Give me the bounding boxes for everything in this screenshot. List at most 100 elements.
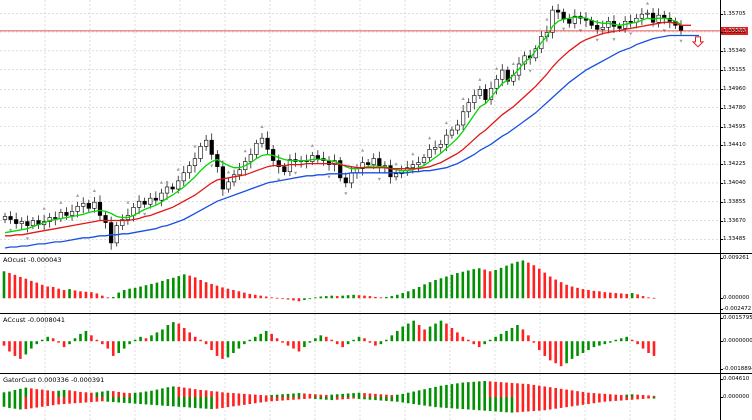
gator-bar-up [330, 394, 334, 397]
fractal-arrow-icon [260, 125, 264, 129]
y-tick-mark [720, 298, 723, 300]
gator-bar-down [84, 397, 88, 403]
bar-up [264, 330, 268, 342]
candle-bull [176, 180, 181, 190]
bar-down [368, 341, 372, 343]
gator-histogram[interactable] [0, 374, 720, 420]
gator-bar-up [281, 394, 284, 397]
gator-bar-down [79, 397, 82, 403]
bar-up [450, 274, 454, 299]
bar-up [587, 341, 590, 351]
pane-separator[interactable] [0, 253, 752, 254]
fractal-arrow-icon [562, 27, 566, 31]
price-scale[interactable] [720, 0, 752, 253]
gator-bar-down [303, 397, 306, 399]
bar-down [576, 287, 579, 299]
candle-bull [192, 158, 198, 166]
y-tick-mark [720, 164, 723, 166]
gator-bar-down [559, 397, 563, 408]
gator-bar-up [13, 397, 17, 409]
bar-down [2, 341, 6, 346]
gator-bar-up [412, 391, 415, 397]
ao-histogram[interactable] [0, 254, 720, 313]
y-tick-label: 1.33485 [723, 236, 746, 243]
bar-up [581, 341, 585, 353]
gator-bar-down [264, 397, 268, 402]
y-tick-label: -0.002472 [723, 306, 752, 312]
bar-down [592, 290, 596, 299]
bar-up [357, 336, 361, 342]
price-pane[interactable] [0, 0, 720, 253]
ac-histogram[interactable] [0, 314, 720, 373]
bar-down [270, 297, 273, 299]
bar-up [401, 293, 405, 299]
pane-separator[interactable] [0, 373, 752, 374]
bar-up [122, 341, 126, 349]
bar-up [24, 341, 28, 355]
gator-pane[interactable]: GatorCust 0.000336 -0.000391 [0, 374, 720, 420]
bar-down [614, 293, 618, 299]
gator-bar-down [259, 397, 263, 403]
bar-down [532, 265, 536, 299]
fractal-arrow-icon [461, 96, 465, 100]
gator-bar-down [565, 389, 568, 397]
gator-bar-down [259, 395, 263, 397]
gator-bar-up [106, 390, 110, 397]
gator-bar-up [286, 393, 290, 397]
gator-bar-up [111, 397, 115, 403]
gator-bar-down [221, 397, 224, 408]
gator-bar-down [270, 397, 273, 402]
bar-down [521, 329, 525, 342]
gator-bar-up [172, 397, 175, 407]
candle-bull [310, 155, 315, 162]
ac-scale[interactable] [720, 314, 752, 373]
gator-bar-down [57, 397, 60, 405]
candle-bull [58, 212, 63, 219]
ac-pane[interactable]: ACcust -0.0008041 [0, 314, 720, 373]
bar-up [35, 341, 39, 345]
gator-bar-up [466, 397, 470, 410]
ao-scale[interactable] [720, 254, 752, 313]
gator-bar-down [543, 397, 547, 411]
candle-bear [555, 9, 561, 13]
bar-down [363, 295, 366, 299]
gator-bar-down [281, 397, 284, 401]
price-chart[interactable] [0, 0, 720, 253]
bar-up [352, 339, 355, 342]
gator-bar-down [314, 394, 317, 397]
y-tick-mark [720, 89, 723, 91]
bar-up [172, 277, 175, 299]
gator-bar-up [472, 397, 476, 410]
gator-bar-down [543, 386, 547, 397]
bar-up [390, 296, 394, 299]
gator-scale[interactable] [720, 374, 752, 420]
bar-down [286, 298, 290, 300]
gator-bar-down [193, 389, 197, 397]
bar-up [308, 341, 312, 343]
gator-bar-up [319, 397, 323, 400]
candle-bull [287, 159, 293, 173]
gator-bar-up [106, 397, 110, 402]
gator-bar-down [30, 397, 33, 409]
y-tick-mark [720, 126, 723, 128]
bar-up [166, 325, 170, 342]
gator-bar-up [423, 389, 426, 397]
alligator-line-blue [4, 34, 699, 249]
candle-bear [8, 216, 13, 220]
bar-down [581, 289, 585, 299]
gator-bar-up [62, 389, 66, 397]
gator-bar-up [133, 397, 137, 404]
bar-up [521, 260, 525, 299]
gator-bar-up [199, 397, 202, 409]
bar-down [275, 297, 279, 299]
candle-bull [393, 173, 399, 178]
gator-bar-down [232, 397, 235, 407]
bar-up [461, 271, 465, 299]
pane-separator[interactable] [0, 313, 752, 314]
ao-pane[interactable]: AOcust -0.000043 [0, 254, 720, 313]
bar-up [510, 263, 514, 299]
bar-down [51, 338, 55, 342]
bar-up [428, 326, 432, 342]
gator-bar-up [19, 388, 22, 397]
